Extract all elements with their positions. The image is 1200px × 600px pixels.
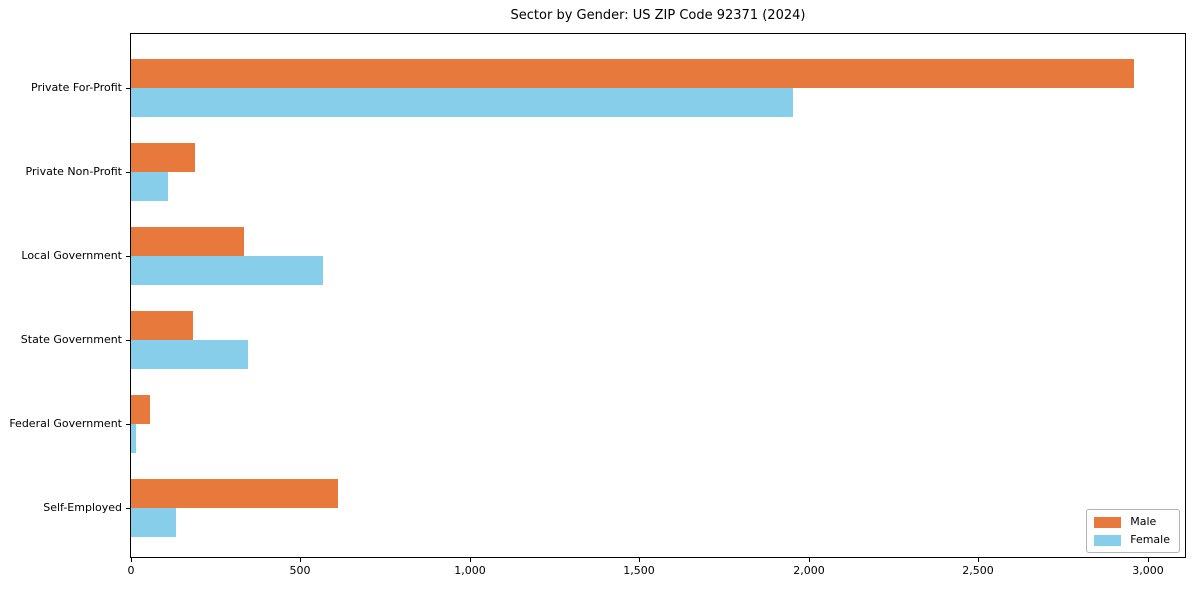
legend: Male Female <box>1086 509 1180 553</box>
bar-male-self-employed <box>131 479 338 508</box>
y-tick-label-self-employed: Self-Employed <box>43 501 122 514</box>
y-tick-mark <box>126 508 130 509</box>
x-tick-label-0: 0 <box>127 564 135 577</box>
bar-female-state-government <box>131 340 248 369</box>
bar-female-federal-government <box>131 424 136 453</box>
y-tick-mark <box>126 172 130 173</box>
plot-area: Male Female <box>130 33 1186 558</box>
x-tick-label-2000: 2,000 <box>793 564 825 577</box>
legend-item-female: Female <box>1094 534 1170 546</box>
bar-female-private-for-profit <box>131 88 793 117</box>
x-tick-mark <box>639 558 640 562</box>
x-tick-mark <box>300 558 301 562</box>
x-tick-mark <box>470 558 471 562</box>
x-tick-label-500: 500 <box>289 564 311 577</box>
x-tick-mark <box>809 558 810 562</box>
y-tick-mark <box>126 256 130 257</box>
x-tick-label-1500: 1,500 <box>623 564 655 577</box>
legend-swatch-male <box>1094 516 1122 528</box>
y-tick-mark <box>126 340 130 341</box>
x-tick-mark <box>1148 558 1149 562</box>
bar-male-local-government <box>131 227 244 256</box>
legend-label-female: Female <box>1130 533 1170 546</box>
x-tick-label-3000: 3,000 <box>1132 564 1164 577</box>
bar-male-federal-government <box>131 395 150 424</box>
bar-female-self-employed <box>131 508 176 537</box>
legend-item-male: Male <box>1094 516 1170 528</box>
x-tick-mark <box>978 558 979 562</box>
y-tick-label-federal-government: Federal Government <box>9 417 122 430</box>
x-tick-label-2500: 2,500 <box>962 564 994 577</box>
chart-title: Sector by Gender: US ZIP Code 92371 (202… <box>510 8 806 23</box>
y-tick-label-private-non-profit: Private Non-Profit <box>25 165 122 178</box>
bar-male-private-non-profit <box>131 143 195 172</box>
y-tick-label-state-government: State Government <box>20 333 122 346</box>
legend-swatch-female <box>1094 534 1122 546</box>
y-tick-label-private-for-profit: Private For-Profit <box>31 81 122 94</box>
y-tick-mark <box>126 88 130 89</box>
x-tick-label-1000: 1,000 <box>454 564 486 577</box>
legend-label-male: Male <box>1130 515 1157 528</box>
bar-female-local-government <box>131 256 323 285</box>
y-tick-mark <box>126 424 130 425</box>
bar-male-private-for-profit <box>131 59 1134 88</box>
bar-female-private-non-profit <box>131 172 168 201</box>
x-tick-mark <box>131 558 132 562</box>
y-tick-label-local-government: Local Government <box>21 249 122 262</box>
bar-male-state-government <box>131 311 193 340</box>
